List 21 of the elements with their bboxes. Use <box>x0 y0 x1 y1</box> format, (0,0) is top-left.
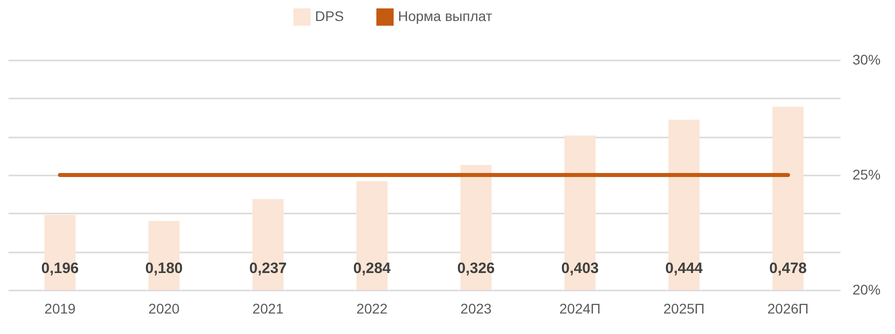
legend-label: Норма выплат <box>398 8 493 24</box>
x-tick-label: 2023 <box>460 300 492 316</box>
x-tick-label: 2024П <box>559 300 601 316</box>
x-tick-label: 2020 <box>148 300 180 316</box>
x-tick-label: 2022 <box>356 300 388 316</box>
data-label: 0,326 <box>457 260 495 277</box>
x-tick-label: 2025П <box>663 300 705 316</box>
data-label: 0,478 <box>769 260 807 277</box>
data-label: 0,444 <box>665 260 704 277</box>
y2-tick-label: 30% <box>852 52 881 68</box>
data-label: 0,180 <box>145 260 183 277</box>
legend-label: DPS <box>315 8 344 24</box>
x-tick-label: 2021 <box>252 300 284 316</box>
data-label: 0,403 <box>561 260 599 277</box>
data-label: 0,196 <box>41 260 79 277</box>
y2-tick-label: 25% <box>852 166 881 182</box>
x-tick-label: 2019 <box>44 300 76 316</box>
x-tick-label: 2026П <box>767 300 809 316</box>
data-label: 0,284 <box>353 260 392 277</box>
data-label: 0,237 <box>249 260 287 277</box>
y2-tick-label: 20% <box>852 282 881 298</box>
